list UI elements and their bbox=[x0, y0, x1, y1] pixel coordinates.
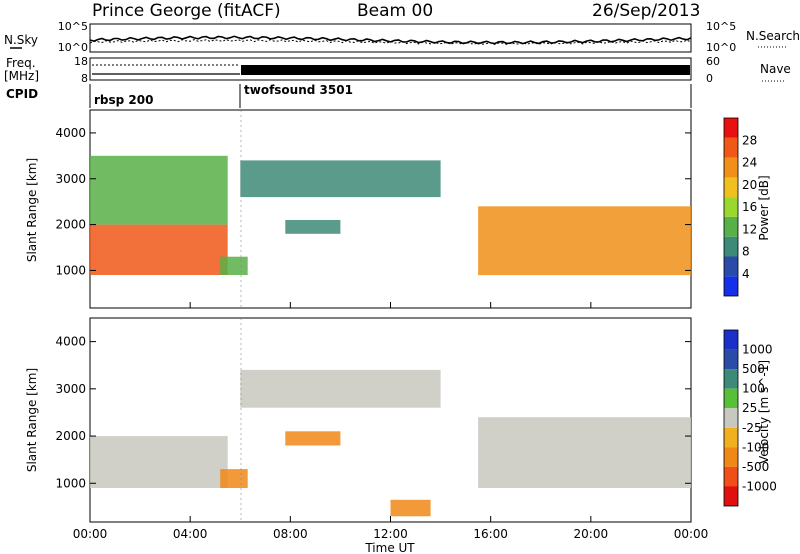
y-tick-label-1: 2000 bbox=[55, 218, 86, 232]
y-tick-label-0: 1000 bbox=[55, 476, 86, 490]
colorbar-swatch-1 bbox=[724, 256, 738, 277]
freq-unit-label: [MHz] bbox=[4, 69, 39, 83]
scatter-region-1 bbox=[240, 369, 441, 408]
velocity-colorbar-swatch-8 bbox=[724, 486, 738, 506]
colorbar-tick-3: 16 bbox=[742, 200, 757, 214]
colorbar-swatch-8 bbox=[724, 118, 738, 138]
power-panel: 1000 2000 3000 4000 bbox=[55, 109, 692, 309]
velocity-colorbar-tick-7: -1000 bbox=[742, 479, 777, 493]
nsearch-tick-top: 10^5 bbox=[706, 20, 736, 33]
y-tick-label-2: 3000 bbox=[55, 382, 86, 396]
colorbar-tick-0: 4 bbox=[742, 267, 750, 281]
nsky-panel bbox=[89, 23, 692, 53]
nsky-tick-bottom: 10^0 bbox=[58, 41, 88, 54]
cpid-segment-1: rbsp 200 bbox=[94, 93, 153, 107]
velocity-colorbar-tick-4: -25 bbox=[742, 421, 762, 435]
velocity-colorbar-swatch-7 bbox=[724, 466, 738, 487]
velocity-colorbar-tick-2: 100 bbox=[742, 382, 765, 396]
beam-title: Beam 00 bbox=[357, 1, 433, 21]
x-tick-label-5: 20:00 bbox=[574, 527, 609, 541]
x-tick-label-1: 04:00 bbox=[173, 527, 208, 541]
freq-panel bbox=[89, 57, 692, 81]
scatter-region-1 bbox=[90, 155, 228, 225]
freq-nave-block bbox=[241, 65, 690, 75]
x-tick-label-0: 00:00 bbox=[73, 527, 108, 541]
freq-tick-top: 18 bbox=[74, 55, 88, 68]
scatter-region-2 bbox=[240, 160, 441, 198]
scatter-region-4 bbox=[478, 417, 691, 488]
date-title: 26/Sep/2013 bbox=[592, 1, 700, 21]
x-tick-label-6: 00:00 bbox=[674, 527, 709, 541]
colorbar-swatch-7 bbox=[724, 137, 738, 158]
colorbar-tick-4: 20 bbox=[742, 178, 757, 192]
cpid-segment-2: twofsound 3501 bbox=[244, 83, 353, 97]
nave-tick-bottom: 0 bbox=[706, 72, 713, 85]
colorbar-swatch-4 bbox=[724, 197, 738, 217]
cpid-label: CPID bbox=[6, 87, 38, 101]
colorbar-tick-5: 24 bbox=[742, 156, 757, 170]
velocity-colorbar-tick-5: -100 bbox=[742, 440, 769, 454]
scatter-region-5 bbox=[390, 499, 431, 517]
colorbar-swatch-3 bbox=[724, 216, 738, 237]
scatter-region-0 bbox=[90, 436, 228, 488]
nsky-trace bbox=[89, 35, 692, 45]
velocity-colorbar-swatch-5 bbox=[724, 427, 738, 448]
velocity-colorbar-label: Velocity [m s^-1] bbox=[757, 360, 771, 464]
nave-label: Nave bbox=[760, 62, 791, 76]
nsearch-trace bbox=[89, 39, 692, 46]
power-colorbar: 4 8 12 16 20 24 28 bbox=[723, 117, 757, 297]
velocity-colorbar-swatch-4 bbox=[724, 408, 738, 428]
power-ylabel: Slant Range [km] bbox=[25, 158, 39, 262]
nave-tick-top: 60 bbox=[706, 55, 720, 68]
scatter-region-3 bbox=[220, 469, 248, 488]
colorbar-tick-6: 28 bbox=[742, 133, 757, 147]
velocity-colorbar-tick-0: 1000 bbox=[742, 343, 773, 357]
station-title: Prince George (fitACF) bbox=[92, 1, 281, 21]
scatter-region-4 bbox=[220, 256, 248, 275]
velocity-colorbar-tick-6: -500 bbox=[742, 460, 769, 474]
power-colorbar-label: Power [dB] bbox=[757, 175, 771, 240]
x-axis-label: Time UT bbox=[364, 541, 415, 554]
x-tick-label-3: 12:00 bbox=[373, 527, 408, 541]
colorbar-swatch-6 bbox=[724, 157, 738, 178]
freq-label: Freq. bbox=[6, 56, 36, 70]
nsky-label: N.Sky bbox=[4, 33, 38, 47]
colorbar-tick-2: 12 bbox=[742, 222, 757, 236]
velocity-colorbar-swatch-1 bbox=[724, 349, 738, 370]
y-tick-label-0: 1000 bbox=[55, 263, 86, 277]
x-tick-label-4: 16:00 bbox=[473, 527, 508, 541]
velocity-colorbar-swatch-3 bbox=[724, 388, 738, 409]
colorbar-swatch-2 bbox=[724, 236, 738, 257]
x-tick-label-2: 08:00 bbox=[273, 527, 308, 541]
y-tick-label-1: 2000 bbox=[55, 429, 86, 443]
scatter-region-2 bbox=[285, 431, 341, 446]
velocity-colorbar-swatch-2 bbox=[724, 369, 738, 389]
y-tick-label-3: 4000 bbox=[55, 126, 86, 140]
scatter-region-5 bbox=[478, 206, 691, 276]
velocity-colorbar: 1000 500 100 25 -25 -100 -500 -1000 bbox=[723, 329, 777, 507]
velocity-colorbar-swatch-0 bbox=[724, 330, 738, 350]
freq-tick-bottom: 8 bbox=[81, 72, 88, 85]
nsearch-tick-bottom: 10^0 bbox=[706, 41, 736, 54]
colorbar-swatch-5 bbox=[724, 177, 738, 198]
y-tick-label-2: 3000 bbox=[55, 172, 86, 186]
velocity-ylabel: Slant Range [km] bbox=[25, 368, 39, 472]
velocity-colorbar-tick-3: 25 bbox=[742, 401, 757, 415]
velocity-colorbar-tick-1: 500 bbox=[742, 362, 765, 376]
cpid-panel bbox=[89, 84, 692, 108]
y-tick-label-3: 4000 bbox=[55, 335, 86, 349]
nsearch-label: N.Search bbox=[746, 29, 800, 43]
velocity-panel: 1000 2000 3000 4000 00:00 04:00 08:00 12:00 16:… bbox=[55, 302, 708, 541]
colorbar-tick-1: 8 bbox=[742, 245, 750, 259]
scatter-region-0 bbox=[90, 224, 228, 275]
colorbar-swatch-0 bbox=[724, 276, 738, 296]
nsky-tick-top: 10^5 bbox=[58, 20, 88, 33]
velocity-colorbar-swatch-6 bbox=[724, 447, 738, 467]
scatter-region-3 bbox=[285, 220, 341, 234]
